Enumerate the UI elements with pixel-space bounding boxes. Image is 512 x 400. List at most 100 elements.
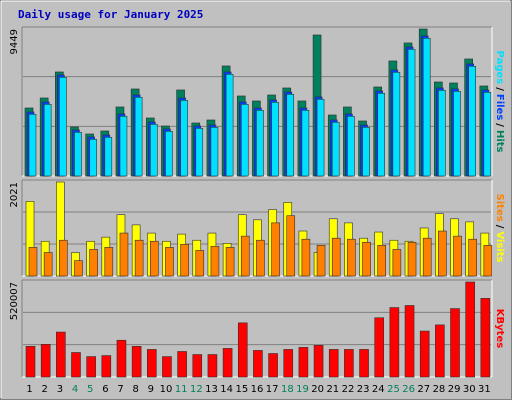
chart-title: Daily usage for January 2025 — [18, 8, 203, 21]
bar — [207, 354, 218, 378]
x-tick-label: 25 — [387, 384, 400, 395]
bar — [301, 238, 311, 277]
bar — [404, 305, 415, 378]
bar — [89, 139, 97, 177]
bar — [483, 245, 493, 277]
bar — [453, 235, 462, 277]
legend-separator: / — [494, 225, 505, 229]
legend-separator: / — [494, 87, 505, 91]
x-tick-label: 12 — [190, 384, 203, 395]
bar — [328, 349, 339, 378]
bar — [283, 349, 294, 378]
bar — [131, 346, 142, 378]
bar — [256, 110, 264, 177]
bar — [195, 128, 204, 177]
legend: Sites / Visits — [494, 194, 505, 263]
bar — [149, 124, 158, 177]
bar — [25, 346, 36, 378]
x-tick-label: 11 — [175, 384, 188, 395]
bar — [71, 352, 81, 378]
bar — [286, 215, 296, 277]
x-tick-label: 4 — [72, 384, 78, 395]
x-tick-label: 24 — [372, 384, 385, 395]
bar — [407, 241, 417, 277]
bar — [256, 239, 265, 277]
bar — [286, 94, 295, 177]
bar — [210, 246, 220, 277]
bar — [316, 99, 325, 177]
bar — [362, 127, 370, 177]
bar — [316, 245, 326, 277]
bar — [347, 238, 356, 277]
bar — [101, 355, 112, 378]
bar — [28, 114, 37, 177]
bar — [116, 339, 127, 378]
bar — [301, 110, 310, 177]
legend-entry: Pages — [494, 51, 505, 85]
bar — [422, 237, 432, 277]
legend: Pages / Files / Hits — [494, 51, 505, 153]
bar — [268, 353, 278, 378]
x-tick-label: 29 — [448, 384, 461, 395]
x-tick-label: 13 — [205, 384, 218, 395]
bar — [74, 132, 82, 177]
bar — [331, 122, 340, 177]
bar — [392, 71, 401, 177]
bar — [468, 238, 477, 277]
bar — [104, 247, 114, 277]
bar — [134, 239, 144, 277]
x-tick-label: 15 — [235, 384, 248, 395]
bar — [362, 241, 371, 277]
x-tick-label: 1 — [26, 384, 32, 395]
bar — [347, 116, 355, 177]
x-tick-label: 8 — [133, 384, 139, 395]
x-tick-label: 27 — [417, 384, 430, 395]
bar — [374, 317, 385, 378]
bar — [192, 354, 203, 378]
bar — [240, 104, 249, 177]
x-tick-label: 31 — [478, 384, 491, 395]
bar — [225, 74, 234, 177]
bar — [59, 77, 67, 177]
bar — [56, 331, 66, 378]
y-tick-label: 9449 — [9, 29, 20, 54]
bar — [195, 250, 205, 277]
x-tick-label: 20 — [311, 384, 324, 395]
bar — [222, 348, 233, 378]
bar — [86, 356, 96, 378]
legend: KBytes — [494, 309, 505, 348]
bar — [450, 308, 460, 378]
bar — [377, 245, 387, 277]
bar — [407, 48, 416, 177]
bar — [422, 37, 431, 177]
bar — [480, 298, 491, 378]
x-tick-label: 23 — [357, 384, 370, 395]
x-tick-label: 30 — [463, 384, 476, 395]
x-tick-label: 16 — [251, 384, 264, 395]
bar — [313, 345, 324, 378]
x-tick-label: 26 — [402, 384, 415, 395]
bar — [165, 131, 173, 177]
bar — [43, 104, 52, 177]
x-tick-label: 22 — [342, 384, 355, 395]
x-tick-label: 18 — [281, 384, 294, 395]
x-tick-label: 7 — [117, 384, 123, 395]
bar — [119, 116, 128, 177]
bar — [438, 90, 446, 177]
x-tick-label: 2 — [42, 384, 48, 395]
bar — [74, 260, 83, 277]
bar — [146, 349, 157, 378]
bar — [298, 347, 309, 378]
x-tick-label: 6 — [102, 384, 108, 395]
bar — [331, 237, 341, 277]
bar — [438, 230, 447, 277]
bar — [483, 92, 492, 177]
bar — [43, 252, 53, 277]
bar — [271, 222, 280, 277]
x-tick-label: 14 — [220, 384, 233, 395]
bar — [104, 137, 113, 177]
bar — [453, 91, 461, 177]
y-tick-label: 2021 — [9, 182, 20, 207]
bar — [180, 100, 188, 177]
bar — [389, 307, 400, 378]
